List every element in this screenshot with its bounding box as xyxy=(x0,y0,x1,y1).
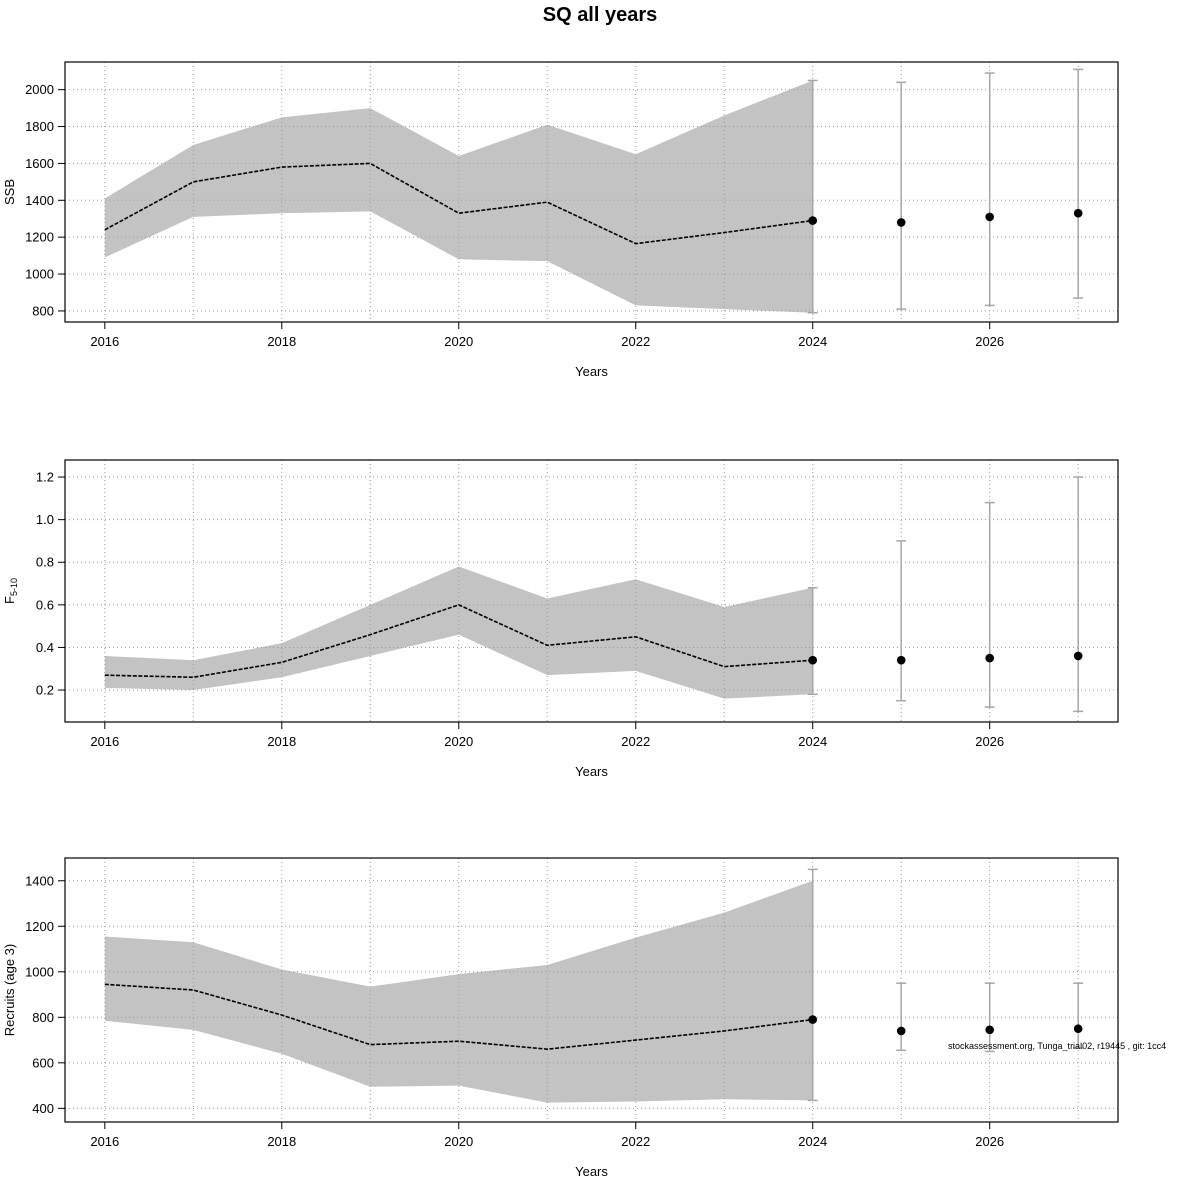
median-line xyxy=(104,162,813,245)
y-axis: 800 1000 1200 1400 1600 1800 2000 xyxy=(25,82,65,318)
x-tick-label: 2016 xyxy=(90,734,119,749)
y-axis-label: F5-10 xyxy=(2,578,19,604)
error-bars xyxy=(807,868,1084,1102)
y-tick-label: 1000 xyxy=(25,267,54,282)
y-tick-label: 800 xyxy=(32,1010,54,1025)
data-point xyxy=(808,1015,818,1024)
y-tick-label: 1.0 xyxy=(36,512,54,527)
chart-panel-ssb: 2016 2018 2020 2022 2024 2026 800 1000 1200 1400 1… xyxy=(2,61,1119,379)
x-tick-label: 2026 xyxy=(975,334,1004,349)
y-tick-label: 1800 xyxy=(25,119,54,134)
y-tick-label: 1000 xyxy=(25,964,54,979)
chart-panel-fbar: 2016 2018 2020 2022 2024 2026 0.2 0.4 0.6 0.8 1.0 1… xyxy=(2,459,1119,779)
y-tick-label: 0.2 xyxy=(36,683,54,698)
x-tick-label: 2024 xyxy=(798,734,827,749)
x-tick-label: 2018 xyxy=(267,734,296,749)
data-point xyxy=(896,1026,906,1036)
x-tick-label: 2018 xyxy=(267,1134,296,1149)
y-axis: 400 600 800 1000 1200 1400 xyxy=(25,873,65,1116)
x-tick-label: 2022 xyxy=(621,734,650,749)
y-tick-label: 1200 xyxy=(25,919,54,934)
x-axis: 2016 2018 2020 2022 2024 2026 xyxy=(90,1122,1004,1149)
y-tick-label: 800 xyxy=(32,303,54,318)
x-tick-label: 2020 xyxy=(444,1134,473,1149)
chart-panel-recruits: 2016 2018 2020 2022 2024 2026 400 600 800 1000 120… xyxy=(2,857,1166,1179)
data-point xyxy=(1073,208,1083,218)
error-bars xyxy=(807,476,1084,713)
y-axis: 0.2 0.4 0.6 0.8 1.0 1.2 xyxy=(36,470,65,698)
y-tick-label: 600 xyxy=(32,1055,54,1070)
x-tick-label: 2024 xyxy=(798,1134,827,1149)
x-tick-label: 2016 xyxy=(90,1134,119,1149)
data-point xyxy=(808,655,818,665)
error-bars xyxy=(807,68,1084,314)
x-tick-label: 2020 xyxy=(444,334,473,349)
watermark-text: stockassessment.org, Tunga_trial02, r194… xyxy=(948,1041,1166,1051)
x-tick-label: 2026 xyxy=(975,734,1004,749)
data-point xyxy=(1073,651,1083,661)
y-tick-label: 400 xyxy=(32,1101,54,1116)
x-tick-label: 2020 xyxy=(444,734,473,749)
x-axis-label: Years xyxy=(575,764,608,779)
y-tick-label: 1.2 xyxy=(36,470,54,485)
data-point xyxy=(896,218,906,227)
y-tick-label: 1200 xyxy=(25,230,54,245)
x-tick-label: 2016 xyxy=(90,334,119,349)
y-tick-label: 1400 xyxy=(25,193,54,208)
y-tick-label: 1600 xyxy=(25,156,54,171)
data-point xyxy=(1073,1024,1083,1033)
y-tick-label: 0.8 xyxy=(36,555,54,570)
plot-border xyxy=(64,857,1119,1123)
x-axis-label: Years xyxy=(575,1164,608,1179)
median-line xyxy=(104,603,813,679)
x-tick-label: 2026 xyxy=(975,1134,1004,1149)
x-tick-label: 2024 xyxy=(798,334,827,349)
y-tick-label: 0.4 xyxy=(36,640,54,655)
confidence-band xyxy=(104,80,813,313)
chart-title: SQ all years xyxy=(542,4,658,26)
data-point xyxy=(985,212,994,222)
y-tick-label: 0.6 xyxy=(36,597,54,612)
y-axis-label: SSB xyxy=(2,179,17,205)
y-tick-label: 2000 xyxy=(25,82,54,97)
x-tick-label: 2022 xyxy=(621,1134,650,1149)
y-axis-label: Recruits (age 3) xyxy=(2,944,17,1036)
plot-border xyxy=(64,61,1119,323)
x-axis: 2016 2018 2020 2022 2024 2026 xyxy=(90,322,1004,349)
confidence-band xyxy=(104,880,813,1103)
data-point xyxy=(985,1025,994,1035)
plot-border xyxy=(64,459,1119,723)
x-tick-label: 2018 xyxy=(267,334,296,349)
x-axis: 2016 2018 2020 2022 2024 2026 xyxy=(90,722,1004,749)
data-point xyxy=(896,655,906,665)
x-tick-label: 2022 xyxy=(621,334,650,349)
data-point xyxy=(808,216,818,225)
x-axis-label: Years xyxy=(575,364,608,379)
y-tick-label: 1400 xyxy=(25,873,54,888)
median-line xyxy=(104,983,813,1050)
data-point xyxy=(985,653,994,663)
